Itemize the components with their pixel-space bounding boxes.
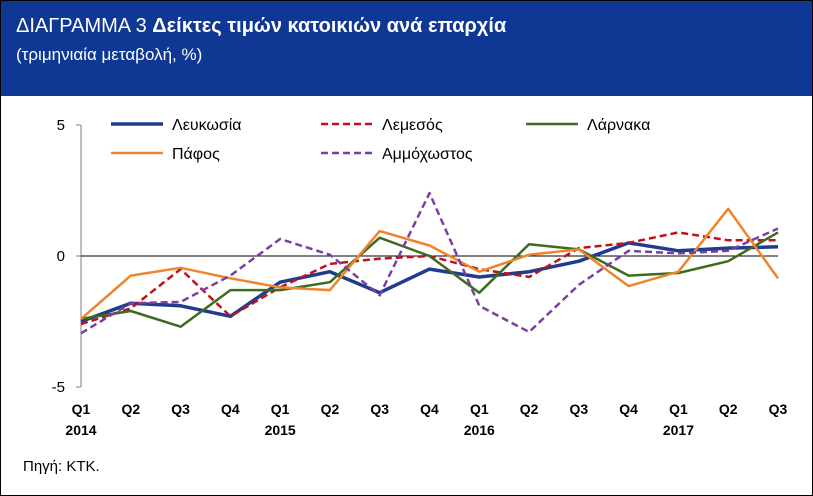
line-chart: 5 0 -5 Q1 Q2 Q3 Q4 Q1 Q2 Q3 Q4 Q1 Q2 Q3 Q4 Q1 Q2 Q3 2014 20… xyxy=(52,117,788,438)
legend-label: Λεμεσός xyxy=(382,117,443,134)
x-tick-label: Q2 xyxy=(321,401,340,417)
x-tick-label: Q3 xyxy=(769,401,788,417)
source-note: Πηγή: ΚΤΚ. xyxy=(23,458,100,475)
year-label: 2017 xyxy=(663,422,694,438)
x-tick-label: Q1 xyxy=(271,401,290,417)
x-tick-label: Q1 xyxy=(72,401,91,417)
x-tick-label: Q1 xyxy=(669,401,688,417)
x-tick-label: Q3 xyxy=(370,401,389,417)
chart-area: 5 0 -5 Q1 Q2 Q3 Q4 Q1 Q2 Q3 Q4 Q1 Q2 Q3 Q4 Q1 Q2 Q3 2014 20… xyxy=(1,96,812,451)
chart-title-prefix: ΔΙΑΓΡΑΜΜΑ 3 xyxy=(16,15,153,37)
series-line xyxy=(80,241,779,324)
x-tick-label: Q2 xyxy=(520,401,539,417)
year-label: 2015 xyxy=(265,422,296,438)
legend-label: Λευκωσία xyxy=(172,117,242,134)
series-line xyxy=(80,191,779,335)
x-tick-label: Q1 xyxy=(470,401,489,417)
x-tick-label: Q4 xyxy=(221,401,240,417)
y-tick-label: 5 xyxy=(57,117,65,134)
year-label: 2014 xyxy=(65,422,96,438)
x-tick-label: Q2 xyxy=(719,401,738,417)
series-line xyxy=(80,231,779,328)
legend-label: Πάφος xyxy=(172,146,220,163)
x-tick-label: Q3 xyxy=(570,401,589,417)
legend-label: Αμμόχωστος xyxy=(382,146,473,163)
chart-title-main: Δείκτες τιμών κατοικιών ανά επαρχία xyxy=(152,15,507,37)
x-tick-label: Q2 xyxy=(121,401,140,417)
y-tick-label: -5 xyxy=(52,379,65,396)
chart-title: ΔΙΑΓΡΑΜΜΑ 3 Δείκτες τιμών κατοικιών ανά … xyxy=(16,15,506,38)
x-tick-label: Q4 xyxy=(619,401,638,417)
year-label: 2016 xyxy=(464,422,495,438)
x-tick-label: Q4 xyxy=(420,401,439,417)
legend-label: Λάρνακα xyxy=(587,117,650,134)
series-line xyxy=(80,207,780,320)
chart-header: ΔΙΑΓΡΑΜΜΑ 3 Δείκτες τιμών κατοικιών ανά … xyxy=(1,1,812,96)
chart-subtitle: (τριμηνιαία μεταβολή, %) xyxy=(16,45,203,64)
y-tick-label: 0 xyxy=(57,248,65,265)
x-tick-label: Q3 xyxy=(171,401,190,417)
